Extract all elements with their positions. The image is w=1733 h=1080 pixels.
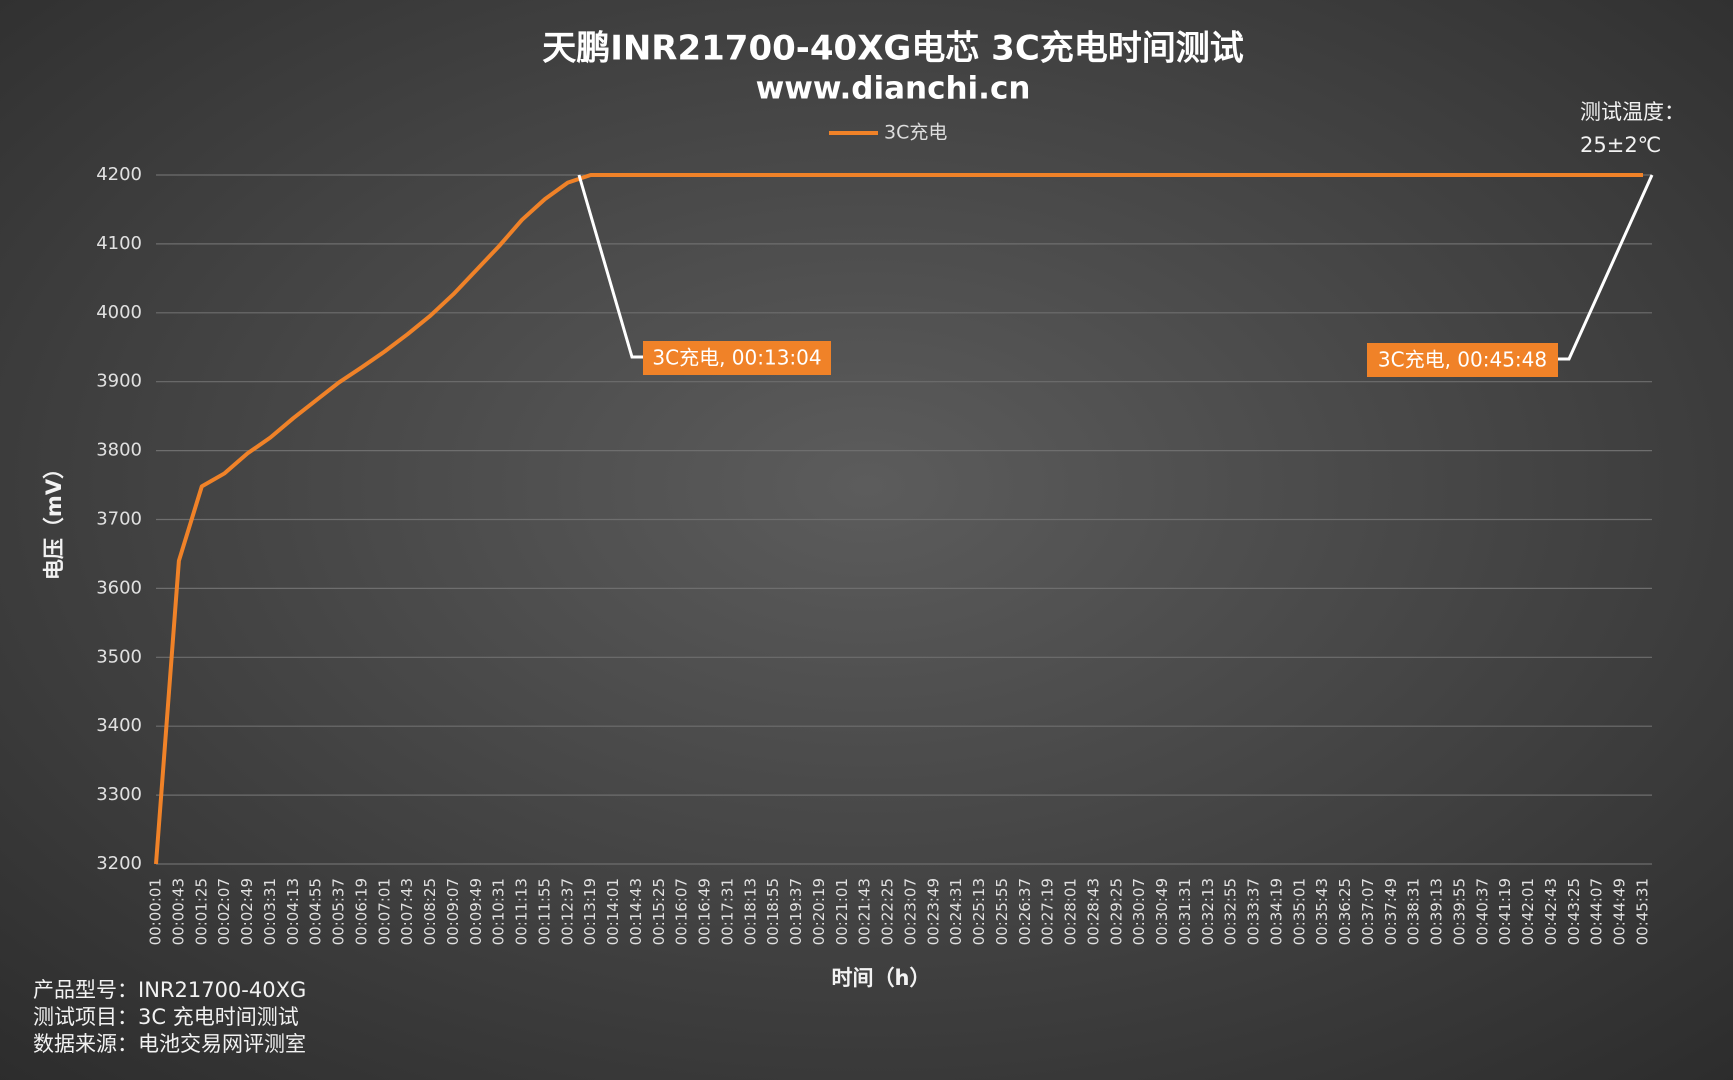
y-tick-label: 3400 [96,715,142,736]
x-tick-label: 00:17:31 [718,878,736,945]
y-tick-label: 3200 [96,853,142,874]
x-tick-label: 00:28:43 [1084,878,1102,945]
x-tick-label: 00:07:43 [398,878,416,945]
leader-line [1558,174,1654,361]
x-tick-label: 00:30:49 [1153,878,1171,945]
y-tick-label: 3700 [96,509,142,530]
x-tick-label: 00:34:19 [1267,878,1285,945]
x-tick-label: 00:44:07 [1588,878,1606,945]
x-tick-label: 00:41:19 [1496,878,1514,945]
x-tick-label: 00:23:07 [901,878,919,945]
x-tick-label: 00:14:01 [604,878,622,945]
x-tick-label: 00:03:31 [261,878,279,945]
annotation-label: 3C充电, 00:13:04 [652,346,821,370]
y-tick-label: 3800 [96,440,142,461]
chart-subtitle: www.dianchi.cn [756,71,1031,107]
leader-line [577,174,643,359]
x-tick-label: 00:18:13 [741,878,759,945]
x-tick-label: 00:37:49 [1382,878,1400,945]
x-tick-label: 00:36:25 [1336,878,1354,945]
x-tick-label: 00:02:07 [215,878,233,945]
x-tick-label: 00:22:25 [879,878,897,945]
x-tick-label: 00:16:07 [673,878,691,945]
footer-text: 测试项目：3C 充电时间测试 [33,1005,299,1029]
x-tick-label: 00:25:55 [993,878,1011,945]
x-tick-label: 00:43:25 [1565,878,1583,945]
x-tick-label: 00:15:25 [650,878,668,945]
x-tick-label: 00:35:01 [1290,878,1308,945]
x-tick-label: 00:04:13 [284,878,302,945]
x-tick-label: 00:20:19 [810,878,828,945]
y-tick-label: 3600 [96,577,142,598]
x-tick-label: 00:44:49 [1611,878,1629,945]
x-tick-label: 00:32:55 [1222,878,1240,945]
x-tick-label: 00:40:37 [1473,878,1491,945]
x-tick-label: 00:28:01 [1062,878,1080,945]
y-tick-label: 4200 [96,164,142,185]
x-tick-label: 00:16:49 [696,878,714,945]
y-tick-label: 4000 [96,302,142,323]
x-tick-label: 00:04:55 [307,878,325,945]
x-tick-label: 00:30:07 [1130,878,1148,945]
x-tick-label: 00:05:37 [330,878,348,945]
y-tick-label: 3500 [96,646,142,667]
x-tick-label: 00:24:31 [947,878,965,945]
x-tick-label: 00:01:25 [192,878,210,945]
x-tick-label: 00:12:37 [558,878,576,945]
x-tick-label: 00:39:13 [1428,878,1446,945]
x-tick-label: 00:21:01 [833,878,851,945]
x-tick-label: 00:45:31 [1634,878,1652,945]
x-tick-label: 00:25:13 [970,878,988,945]
data-line [154,173,1643,865]
x-tick-label: 00:35:43 [1313,878,1331,945]
x-tick-label: 00:32:13 [1199,878,1217,945]
annotation-box [1367,343,1558,377]
x-tick-label: 00:09:49 [467,878,485,945]
x-tick-label: 00:14:43 [627,878,645,945]
y-tick-label: 4100 [96,233,142,254]
x-tick-label: 00:11:55 [535,878,553,945]
x-tick-label: 00:19:37 [787,878,805,945]
x-tick-label: 00:06:19 [352,878,370,945]
x-tick-label: 00:29:25 [1107,878,1125,945]
y-axis-title: 电压（mV） [42,458,66,580]
x-tick-label: 00:07:01 [375,878,393,945]
x-axis-title: 时间（h） [832,966,931,990]
x-tick-label: 00:31:31 [1176,878,1194,945]
x-tick-label: 00:39:55 [1450,878,1468,945]
x-tick-label: 00:33:37 [1245,878,1263,945]
x-tick-label: 00:42:43 [1542,878,1560,945]
x-tick-label: 00:09:07 [444,878,462,945]
x-tick-label: 00:38:31 [1405,878,1423,945]
note-text: 测试温度： [1580,100,1685,124]
x-tick-label: 00:00:43 [169,878,187,945]
footer-text: 数据来源：电池交易网评测室 [33,1032,306,1056]
footer-text: 产品型号：INR21700-40XG [33,978,306,1002]
x-tick-label: 00:23:49 [924,878,942,945]
chart-title: 天鹏INR21700-40XG电芯 3C充电时间测试 [542,29,1244,69]
annotation-box [643,341,831,375]
annotation-label: 3C充电, 00:45:48 [1378,348,1547,372]
y-tick-label: 3300 [96,784,142,805]
x-tick-label: 00:02:49 [238,878,256,945]
x-tick-label: 00:26:37 [1016,878,1034,945]
x-tick-label: 00:10:31 [490,878,508,945]
x-tick-label: 00:37:07 [1359,878,1377,945]
x-tick-label: 00:21:43 [856,878,874,945]
x-tick-label: 00:08:25 [421,878,439,945]
x-tick-label: 00:13:19 [581,878,599,945]
y-tick-label: 3900 [96,371,142,392]
x-tick-label: 00:00:01 [147,878,165,945]
x-tick-label: 00:11:13 [513,878,531,945]
legend-label: 3C充电 [884,122,947,144]
x-tick-label: 00:18:55 [764,878,782,945]
x-tick-label: 00:42:01 [1519,878,1537,945]
x-tick-label: 00:27:19 [1039,878,1057,945]
note-text: 25±2℃ [1580,133,1661,157]
